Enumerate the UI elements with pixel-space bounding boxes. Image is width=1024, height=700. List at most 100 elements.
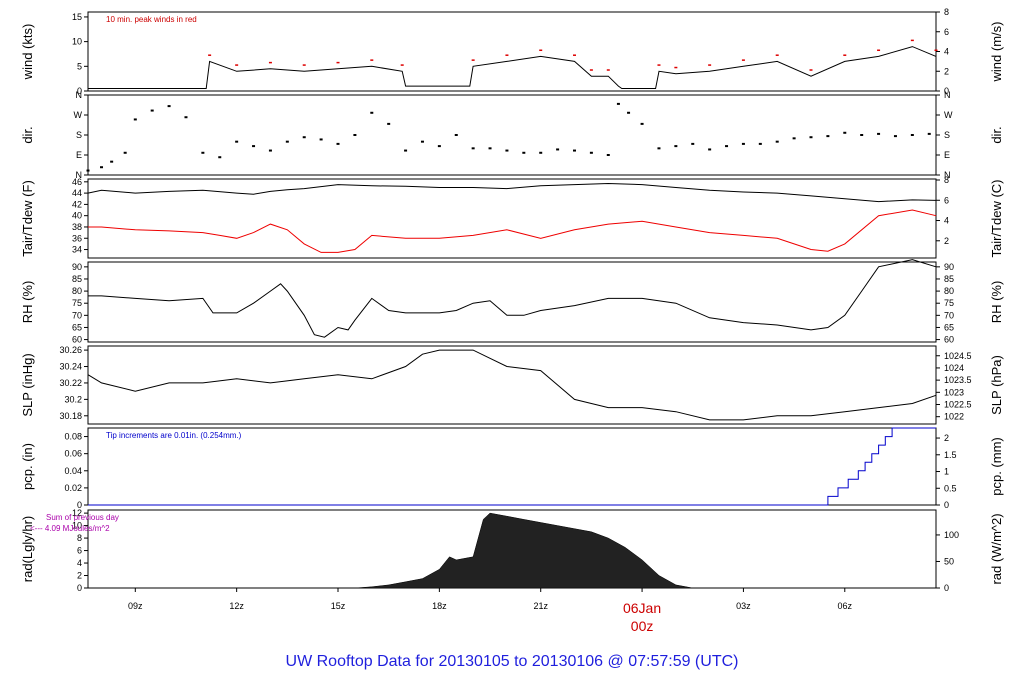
y-axis-label: rad(Lgly/hr)	[20, 516, 35, 582]
series-line	[88, 427, 936, 506]
direction-point	[167, 105, 171, 108]
peak-mark	[606, 69, 610, 71]
ytick-right-label: 1024.5	[944, 351, 972, 361]
ytick-label: 0.06	[64, 449, 82, 459]
ytick-label: 85	[72, 274, 82, 284]
ytick-label: 40	[72, 211, 82, 221]
ytick-right-label: 60	[944, 335, 954, 345]
direction-point	[218, 156, 222, 159]
ytick-right-label: 75	[944, 298, 954, 308]
y-axis-label: SLP (inHg)	[20, 353, 35, 416]
ytick-label: 0.08	[64, 432, 82, 442]
peak-mark	[809, 69, 813, 71]
direction-point	[285, 140, 289, 143]
ytick-label: 70	[72, 310, 82, 320]
series-line	[87, 182, 937, 203]
peak-mark	[775, 54, 779, 56]
ytick-label: 30.24	[59, 362, 82, 372]
ytick-label: 44	[72, 188, 82, 198]
direction-point	[708, 148, 712, 151]
y-axis-label-right: pcp. (mm)	[989, 437, 1004, 496]
ytick-label: 60	[72, 335, 82, 345]
peak-mark	[235, 64, 239, 66]
direction-point	[539, 151, 543, 154]
ytick-right-label: W	[944, 110, 953, 120]
ytick-label: 36	[72, 233, 82, 243]
direction-point	[336, 142, 340, 145]
direction-point	[110, 160, 114, 163]
direction-point	[893, 135, 897, 138]
direction-point	[488, 147, 492, 150]
peak-mark	[843, 54, 847, 56]
ytick-right-label: 1.5	[944, 450, 957, 460]
ytick-label: 65	[72, 322, 82, 332]
xtick-label: 12z	[229, 601, 244, 611]
direction-point	[387, 122, 391, 125]
ytick-right-label: 2	[944, 66, 949, 76]
peak-mark	[657, 64, 661, 66]
ytick-right-label: 50	[944, 556, 954, 566]
xtick-label: 21z	[533, 601, 548, 611]
y-axis-label-right: wind (m/s)	[989, 22, 1004, 83]
direction-point	[927, 132, 931, 135]
xtick-label: 18z	[432, 601, 447, 611]
panel-annotation: 10 min. peak winds in red	[106, 15, 197, 24]
y-axis-label-right: RH (%)	[989, 281, 1004, 324]
ytick-right-label: 6	[944, 195, 949, 205]
direction-point	[505, 149, 509, 152]
ytick-right-label: 1	[944, 467, 949, 477]
direction-point	[420, 140, 424, 143]
ytick-right-label: 1024	[944, 363, 964, 373]
direction-point	[302, 136, 306, 139]
radiation-sum-value: <--- 4.09 MJoules/m^2	[30, 524, 110, 533]
direction-point	[860, 134, 864, 136]
ytick-label: 8	[77, 533, 82, 543]
direction-point	[741, 142, 745, 145]
y-axis-label: dir.	[20, 126, 35, 143]
ytick-right-label: 0	[944, 500, 949, 510]
series-line	[87, 349, 937, 421]
xtick-label: 15z	[331, 601, 346, 611]
xtick-label: 03z	[736, 601, 751, 611]
ytick-right-label: N	[944, 90, 951, 100]
direction-point	[123, 151, 127, 154]
radiation-area	[88, 512, 936, 589]
peak-mark	[370, 59, 374, 61]
ytick-label: E	[76, 150, 82, 160]
ytick-label: W	[74, 110, 83, 120]
panel-frame	[87, 345, 937, 425]
direction-point	[86, 169, 90, 172]
direction-point	[437, 145, 441, 148]
ytick-label: 46	[72, 177, 82, 187]
ytick-label: 30.26	[59, 345, 82, 355]
ytick-right-label: 8	[944, 175, 949, 185]
y-axis-label-right: dir.	[989, 126, 1004, 143]
ytick-right-label: 4	[944, 216, 949, 226]
date-label: 06Jan	[623, 600, 661, 616]
ytick-label: 38	[72, 222, 82, 232]
direction-point	[522, 151, 526, 154]
direction-point	[691, 142, 695, 145]
xtick-label: 09z	[128, 601, 143, 611]
series-line	[88, 259, 937, 338]
direction-point	[775, 140, 779, 143]
ytick-right-label: 8	[944, 7, 949, 17]
peak-mark	[208, 54, 212, 56]
direction-point	[910, 134, 914, 136]
direction-point	[370, 111, 374, 114]
series-line	[88, 46, 937, 89]
peak-mark	[539, 49, 543, 52]
peak-mark	[505, 54, 509, 56]
radiation-sum-label: Sum of previous day	[46, 513, 119, 522]
ytick-label: N	[76, 170, 83, 180]
y-axis-label: Tair/Tdew (F)	[20, 180, 35, 257]
xtick-label: 06z	[838, 601, 853, 611]
direction-point	[657, 147, 661, 150]
peak-mark	[708, 64, 712, 66]
direction-point	[758, 142, 762, 145]
ytick-label: 0	[77, 86, 82, 96]
ytick-label: 2	[77, 571, 82, 581]
series-line	[88, 209, 937, 253]
direction-point	[627, 111, 631, 114]
